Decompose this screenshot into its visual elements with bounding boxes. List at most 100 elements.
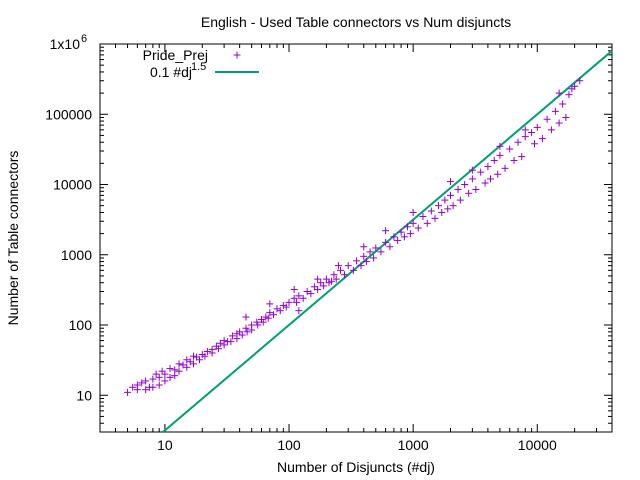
- data-point-142: [295, 307, 303, 315]
- data-point-74: [551, 107, 559, 115]
- data-point-50: [372, 244, 380, 252]
- data-point-106: [357, 262, 365, 270]
- data-point-133: [183, 363, 191, 371]
- data-point-64: [477, 168, 485, 176]
- y-tick-label-exponent-5: 6: [81, 33, 87, 45]
- data-point-4: [142, 377, 150, 385]
- data-point-153: [334, 262, 342, 270]
- data-point-154: [314, 275, 322, 283]
- data-point-1: [129, 383, 137, 391]
- data-point-35: [273, 305, 281, 313]
- data-point-72: [533, 123, 541, 131]
- data-point-141: [133, 386, 141, 394]
- data-point-0: [124, 388, 132, 396]
- data-point-42: [317, 279, 325, 287]
- data-point-76: [565, 91, 573, 99]
- data-point-92: [456, 196, 464, 204]
- data-point-56: [419, 213, 427, 221]
- data-point-47: [353, 257, 361, 265]
- data-point-69: [514, 138, 522, 146]
- data-point-155: [290, 286, 298, 294]
- data-point-59: [441, 196, 449, 204]
- data-point-125: [233, 335, 241, 343]
- data-point-126: [227, 338, 235, 346]
- data-point-124: [238, 331, 246, 339]
- data-point-152: [360, 243, 368, 251]
- data-point-89: [481, 179, 489, 187]
- legend-marker-plus: [233, 51, 241, 59]
- data-point-151: [382, 227, 390, 235]
- data-point-53: [397, 228, 405, 236]
- data-point-94: [444, 205, 452, 213]
- data-point-113: [307, 290, 315, 298]
- data-point-31: [253, 318, 261, 326]
- data-point-81: [547, 126, 555, 134]
- data-point-8: [155, 373, 163, 381]
- data-point-96: [431, 214, 439, 222]
- data-point-91: [465, 189, 473, 197]
- data-point-136: [166, 373, 174, 381]
- data-point-58: [434, 202, 442, 210]
- data-point-67: [496, 151, 504, 159]
- data-point-43: [322, 275, 330, 283]
- y-tick-label-3: 10000: [53, 177, 92, 193]
- data-point-36: [279, 301, 287, 309]
- scatter-points: [124, 77, 584, 396]
- data-point-63: [468, 175, 476, 183]
- data-point-130: [201, 352, 209, 360]
- data-point-93: [449, 202, 457, 210]
- data-point-7: [152, 370, 160, 378]
- data-point-119: [264, 314, 272, 322]
- data-point-127: [220, 341, 228, 349]
- data-point-40: [303, 287, 311, 295]
- y-tick-label-0: 10: [76, 387, 92, 403]
- x-tick-label-2: 1000: [398, 437, 429, 453]
- data-point-131: [196, 356, 204, 364]
- data-point-112: [314, 286, 322, 294]
- data-point-144: [409, 208, 417, 216]
- data-point-13: [175, 360, 183, 368]
- data-point-75: [559, 100, 567, 108]
- data-point-128: [214, 345, 222, 353]
- data-point-17: [190, 352, 198, 360]
- data-point-114: [299, 294, 307, 302]
- data-point-14: [179, 361, 187, 369]
- chart-title: English - Used Table connectors vs Num d…: [201, 14, 511, 30]
- data-point-87: [494, 170, 502, 178]
- y-tick-label-2: 1000: [61, 247, 92, 263]
- data-point-129: [208, 349, 216, 357]
- data-point-132: [190, 360, 198, 368]
- data-point-38: [290, 294, 298, 302]
- data-point-34: [266, 309, 274, 317]
- data-point-85: [510, 156, 518, 164]
- data-point-148: [521, 126, 529, 134]
- data-point-109: [332, 275, 340, 283]
- data-point-51: [382, 238, 390, 246]
- data-point-97: [423, 219, 431, 227]
- x-tick-label-3: 10000: [518, 437, 557, 453]
- data-point-118: [270, 311, 278, 319]
- data-point-29: [242, 324, 250, 332]
- data-point-116: [282, 303, 290, 311]
- data-point-99: [406, 230, 414, 238]
- data-point-10: [161, 370, 169, 378]
- data-point-11: [166, 365, 174, 373]
- data-point-123: [243, 328, 251, 336]
- data-point-122: [248, 326, 256, 334]
- data-point-137: [161, 377, 169, 385]
- data-point-105: [362, 258, 370, 266]
- data-point-107: [349, 266, 357, 274]
- data-point-104: [370, 254, 378, 262]
- data-point-23: [216, 339, 224, 347]
- data-point-101: [394, 236, 402, 244]
- data-point-83: [531, 140, 539, 148]
- data-point-26: [228, 332, 236, 340]
- data-point-157: [242, 313, 250, 321]
- data-point-61: [454, 185, 462, 193]
- fit-line: [162, 50, 613, 433]
- data-point-3: [138, 379, 146, 387]
- data-point-95: [438, 208, 446, 216]
- data-point-48: [360, 252, 368, 260]
- data-point-146: [468, 166, 476, 174]
- y-axis-ticks: 10 100 1000 10000 100000 1x10 6: [45, 33, 612, 424]
